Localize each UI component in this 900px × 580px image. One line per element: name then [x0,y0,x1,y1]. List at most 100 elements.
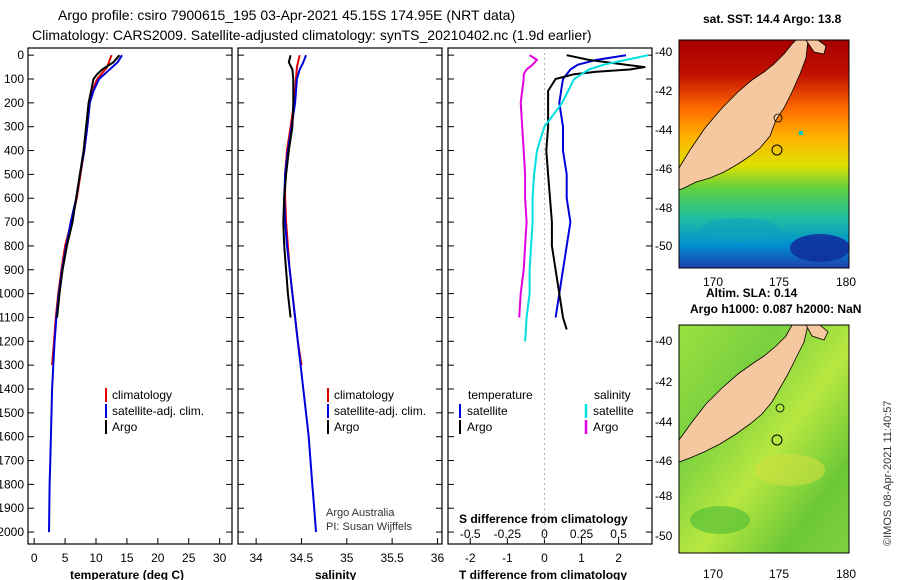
x-tick-label: 15 [120,551,134,565]
sst-map-title: sat. SST: 14.4 Argo: 13.8 [703,12,842,26]
sla-high-patch [755,454,825,486]
sst-map-lat-labels: -40 -42 -44 -46 -48 -50 [655,45,673,253]
depth-tick-label: 200 [4,96,24,110]
lat-label: -46 [655,162,673,176]
x-tick-label: 30 [213,551,227,565]
panel-ticks: 0 5 10 15 20 25 30 34 34.5 35 35.5 36 -2 -1 0 1 2 -0.5 -0.… [28,48,652,565]
lon-label: 170 [703,567,723,580]
legend-sal-argo: Argo [593,420,619,434]
sla-map-frame [678,324,850,554]
salinity-xlabel: salinity [315,568,357,580]
legend-climatology: climatology [334,388,394,402]
legend-temp-satellite: satellite [467,404,508,418]
lat-label: -50 [655,529,673,543]
lon-label: 175 [769,275,789,289]
lat-label: -44 [655,415,673,429]
depth-tick-label: 300 [4,120,24,134]
depth-tick-label: 100 [4,72,24,86]
s-diff-tick-label: 0.25 [570,527,594,541]
temperature-panel-frame [27,47,233,545]
sst-map [678,39,863,269]
x-tick-label: 1 [578,551,585,565]
sst-map-lon-labels: 170 175 180 [703,275,856,289]
x-tick-label: 2 [615,551,622,565]
series-line-salinity-satellite [524,54,649,342]
lat-label: -50 [655,239,673,253]
figure-title-line1: Argo profile: csiro 7900615_195 03-Apr-2… [58,7,515,23]
legend-temp-argo: Argo [467,420,493,434]
lat-label: -42 [655,84,673,98]
depth-tick-label: 0 [17,48,24,62]
x-tick-label: -1 [502,551,513,565]
depth-tick-label: 500 [4,167,24,181]
lon-label: 180 [836,567,856,580]
s-diff-tick-label: 0.5 [610,527,627,541]
temperature-legend: climatology satellite-adj. clim. Argo [105,388,204,434]
series-line-climatology [51,54,113,366]
x-tick-label: 34 [249,551,263,565]
series-line-temperature-argo [545,54,646,330]
lat-label: -44 [655,123,673,137]
depth-tick-label: 1200 [0,334,24,348]
credit-argo-australia: Argo Australia [326,507,395,519]
sst-marker [799,131,803,135]
series-line-temperature-satellite [554,54,627,318]
lat-label: -48 [655,201,673,215]
x-tick-label: 34.5 [290,551,314,565]
x-tick-label: 35 [340,551,354,565]
depth-tick-label: 1800 [0,477,24,491]
depth-tick-label: 1000 [0,287,24,301]
legend-argo: Argo [334,420,360,434]
depth-tick-label: 1900 [0,501,24,515]
sst-map-frame [678,39,850,269]
legend-argo: Argo [112,420,138,434]
s-diff-tick-label: -0.25 [494,527,522,541]
cool-patch [700,218,780,242]
x-tick-label: 5 [62,551,69,565]
sla-map-title1: Altim. SLA: 0.14 [706,286,798,300]
depth-axis-labels: 0 100 200 300 400 500 600 700 800 900 1000 1100 1200… [0,48,24,539]
sla-map [678,324,850,554]
legend-header-temperature: temperature [468,388,533,402]
x-tick-label: 20 [151,551,165,565]
series-line-argo [56,54,121,318]
depth-tick-label: 900 [4,263,24,277]
depth-tick-label: 1100 [0,310,24,324]
depth-tick-label: 1400 [0,382,24,396]
x-tick-label: 35.5 [380,551,404,565]
lat-label: -42 [655,375,673,389]
bathy-contour-small [773,113,783,123]
credit-pi: PI: Susan Wijffels [326,521,412,533]
salinity-legend: climatology satellite-adj. clim. Argo [327,388,426,434]
argo-float-position [771,434,783,446]
lon-label: 180 [836,275,856,289]
lon-label: 170 [703,275,723,289]
depth-tick-label: 600 [4,191,24,205]
legend-sal-satellite: satellite [593,404,634,418]
south-island-land [678,39,809,191]
legend-satellite-clim: satellite-adj. clim. [112,404,204,418]
lat-label: -48 [655,489,673,503]
depth-tick-label: 1300 [0,358,24,372]
profile-series [48,54,649,533]
sla-map-title2: Argo h1000: 0.087 h2000: NaN [690,302,861,316]
sla-map-lon-labels: 170 175 180 [703,567,856,580]
t-difference-xlabel: T difference from climatology [459,568,627,580]
s-difference-xlabel: S difference from climatology [459,512,628,526]
depth-tick-label: 400 [4,144,24,158]
x-tick-label: 25 [182,551,196,565]
lat-label: -46 [655,454,673,468]
x-tick-label: 36 [431,551,445,565]
depth-tick-label: 700 [4,215,24,229]
series-line-satellite-adj-clim- [283,54,317,533]
lat-label: -40 [655,334,673,348]
lat-label: -40 [655,45,673,59]
depth-tick-label: 1700 [0,454,24,468]
series-line-argo [282,54,295,318]
bathy-contour-small [775,403,785,413]
depth-tick-label: 1600 [0,430,24,444]
depth-tick-label: 800 [4,239,24,253]
salinity-panel-frame [237,47,443,545]
imos-timestamp: ©IMOS 08-Apr-2021 11:40:57 [882,401,894,546]
